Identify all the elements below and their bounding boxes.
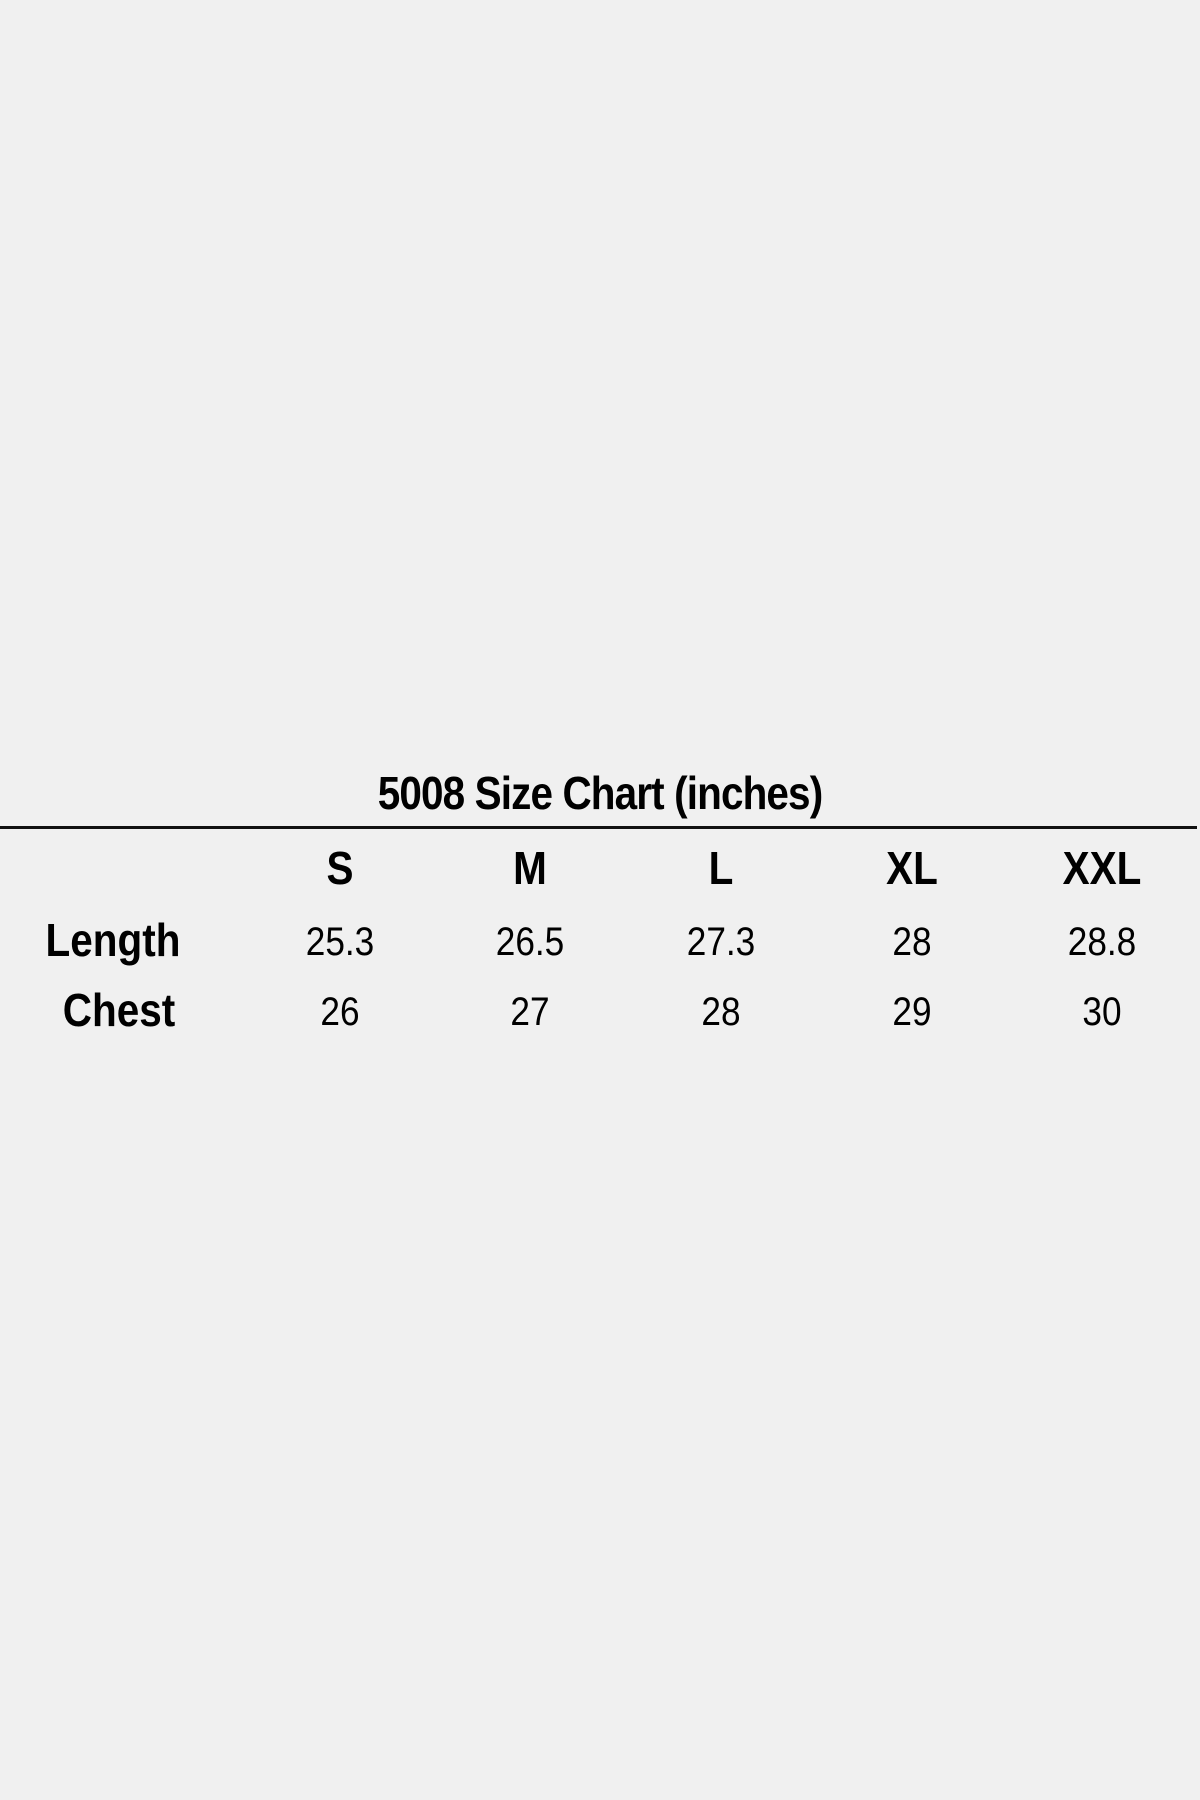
size-header: XL xyxy=(886,842,938,894)
chart-title: 5008 Size Chart (inches) xyxy=(377,767,823,819)
size-header: M xyxy=(513,842,547,894)
table-cell: 26.5 xyxy=(495,920,565,964)
header-divider xyxy=(0,826,1197,829)
table-cell: 27 xyxy=(510,990,550,1034)
table-cell: 25.3 xyxy=(305,920,375,964)
table-cell: 28 xyxy=(701,990,741,1034)
size-header: S xyxy=(326,842,354,894)
size-header: L xyxy=(708,842,734,894)
table-cell: 30 xyxy=(1082,990,1122,1034)
table-cell: 28.8 xyxy=(1067,920,1137,964)
table-cell: 26 xyxy=(320,990,360,1034)
table-cell: 27.3 xyxy=(686,920,756,964)
size-header: XXL xyxy=(1062,842,1142,894)
row-label: Length xyxy=(45,914,181,966)
table-cell: 29 xyxy=(892,990,932,1034)
table-cell: 28 xyxy=(892,920,932,964)
row-label: Chest xyxy=(62,984,176,1036)
